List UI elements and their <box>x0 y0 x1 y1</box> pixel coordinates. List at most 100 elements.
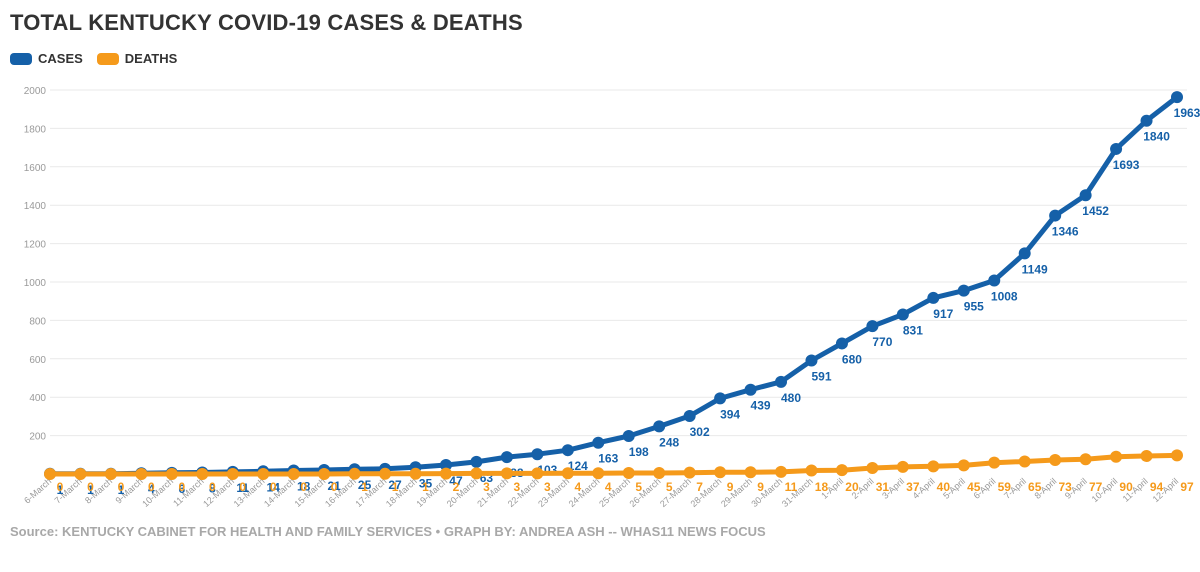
y-tick-label: 200 <box>29 432 46 443</box>
point-deaths <box>287 468 300 480</box>
point-deaths <box>470 467 483 480</box>
y-tick-label: 600 <box>29 355 46 366</box>
point-deaths <box>104 468 117 480</box>
legend-item-cases[interactable]: CASES <box>10 51 83 66</box>
point-deaths <box>592 467 605 480</box>
data-label-deaths: 18 <box>815 480 829 494</box>
data-label-deaths: 59 <box>998 480 1012 494</box>
point-cases <box>683 410 696 423</box>
point-cases <box>1079 189 1092 202</box>
point-cases <box>1018 247 1031 260</box>
x-tick-label: 23-March <box>536 476 571 509</box>
point-deaths <box>988 456 1001 469</box>
series-line-cases <box>47 94 1180 477</box>
data-label-deaths: 0 <box>87 480 94 494</box>
data-label-deaths: 0 <box>148 480 155 494</box>
data-label-deaths: 3 <box>514 480 521 494</box>
data-label-cases: 14 <box>267 480 281 494</box>
point-deaths <box>1018 455 1031 468</box>
point-deaths <box>135 468 148 480</box>
point-deaths <box>896 460 909 473</box>
data-label-deaths: 4 <box>574 480 581 494</box>
point-deaths <box>622 467 635 480</box>
point-cases <box>1110 142 1123 155</box>
point-cases <box>744 383 757 396</box>
point-deaths <box>927 460 940 473</box>
data-label-deaths: 9 <box>727 480 734 494</box>
point-cases <box>1171 91 1183 104</box>
data-label-deaths: 20 <box>845 480 859 494</box>
data-label-deaths: 2 <box>453 480 460 494</box>
data-label-cases: 47 <box>449 474 463 488</box>
point-deaths <box>318 468 331 480</box>
x-tick-label: 25-March <box>597 476 632 509</box>
data-label-cases: 21 <box>327 479 341 493</box>
data-label-cases: 163 <box>598 452 618 466</box>
y-tick-label: 1000 <box>24 278 47 289</box>
x-tick-label: 10-March <box>140 476 175 509</box>
data-label-cases: 1008 <box>991 289 1018 303</box>
point-cases <box>592 436 605 449</box>
data-label-cases: 198 <box>629 445 649 459</box>
data-label-deaths: 77 <box>1089 480 1103 494</box>
x-tick-label: 28-March <box>689 476 724 509</box>
data-label-cases: 11 <box>236 481 249 495</box>
point-deaths <box>257 468 270 480</box>
data-label-cases: 35 <box>419 476 433 490</box>
legend-swatch-deaths <box>96 52 119 65</box>
point-deaths <box>561 467 574 480</box>
y-tick-label: 2000 <box>24 86 47 97</box>
data-label-deaths: 0 <box>209 480 216 494</box>
point-cases <box>896 308 909 321</box>
point-cases <box>775 375 788 388</box>
data-label-deaths: 3 <box>544 480 551 494</box>
data-label-cases: 1840 <box>1143 130 1170 144</box>
x-tick-label: 29-March <box>719 476 754 509</box>
point-deaths <box>44 468 56 480</box>
data-label-cases: 1149 <box>1022 262 1048 276</box>
data-label-cases: 1 <box>118 483 125 497</box>
legend-item-deaths[interactable]: DEATHS <box>96 51 177 66</box>
data-label-cases: 1963 <box>1174 106 1200 120</box>
data-label-deaths: 65 <box>1028 480 1042 494</box>
data-label-cases: 955 <box>964 300 984 314</box>
x-tick-label: 11-March <box>171 476 205 508</box>
data-label-cases: 394 <box>720 407 740 421</box>
point-cases <box>805 354 818 367</box>
data-label-deaths: 5 <box>666 480 673 494</box>
x-tick-label: 26-March <box>628 476 663 509</box>
data-label-cases: 302 <box>690 425 710 439</box>
data-label-deaths: 1 <box>392 480 399 494</box>
data-label-cases: 1 <box>87 483 94 497</box>
x-tick-label: 27-March <box>658 476 693 509</box>
point-deaths <box>1110 450 1123 463</box>
point-deaths <box>714 466 727 479</box>
point-deaths <box>379 467 392 480</box>
point-cases <box>622 429 635 442</box>
point-deaths <box>531 467 544 480</box>
data-label-cases: 439 <box>751 399 771 413</box>
data-label-deaths: 0 <box>270 480 277 494</box>
data-label-cases: 18 <box>297 480 311 494</box>
data-label-deaths: 1 <box>422 480 429 494</box>
y-tick-label: 800 <box>29 316 46 327</box>
point-cases <box>653 420 666 433</box>
point-cases <box>531 448 544 461</box>
point-deaths <box>744 466 757 479</box>
data-label-deaths: 7 <box>696 480 703 494</box>
point-deaths <box>683 466 696 479</box>
data-label-cases: 8 <box>209 481 216 495</box>
point-deaths <box>957 459 970 472</box>
point-deaths <box>653 467 666 480</box>
y-tick-label: 1600 <box>24 163 47 174</box>
point-deaths <box>165 468 178 480</box>
data-label-cases: 1693 <box>1113 158 1140 172</box>
data-label-deaths: 0 <box>300 480 307 494</box>
data-label-cases: 680 <box>842 352 862 366</box>
point-cases <box>500 451 513 464</box>
point-deaths <box>1140 449 1153 462</box>
data-label-deaths: 1 <box>361 480 368 494</box>
x-tick-label: 30-March <box>749 476 784 509</box>
data-label-deaths: 0 <box>57 480 64 494</box>
